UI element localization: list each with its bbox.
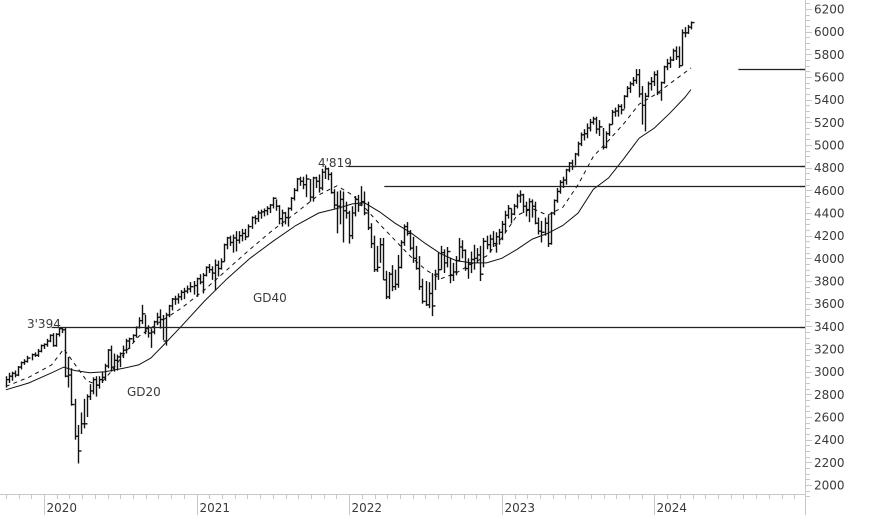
y-tick-label: 4800 bbox=[814, 161, 845, 175]
x-tick-label-2022: 2022 bbox=[352, 501, 383, 515]
y-tick-label: 5200 bbox=[814, 116, 845, 130]
y-tick-label: 2200 bbox=[814, 456, 845, 470]
y-axis: 6200 6000 5800 5600 5400 5200 5000 4800 4600 4400… bbox=[805, 0, 845, 515]
price-bar bbox=[479, 245, 484, 281]
price-bar bbox=[540, 220, 545, 243]
price-bar bbox=[376, 245, 381, 272]
y-tick-label: 4000 bbox=[814, 252, 845, 266]
y-tick-label: 3400 bbox=[814, 320, 845, 334]
price-bar bbox=[247, 224, 252, 237]
y-tick-label: 3600 bbox=[814, 297, 845, 311]
y-tick-label: 5000 bbox=[814, 139, 845, 153]
price-bar bbox=[690, 21, 695, 30]
x-tick-label-2023: 2023 bbox=[505, 501, 536, 515]
y-tick-label: 2600 bbox=[814, 411, 845, 425]
y-tick-label: 2000 bbox=[814, 479, 845, 493]
moving-average-lines bbox=[5, 67, 692, 391]
price-bar bbox=[656, 70, 661, 96]
x-tick-label-2021: 2021 bbox=[200, 501, 231, 515]
y-tick-label: 4200 bbox=[814, 229, 845, 243]
x-axis: 2020 2021 2022 2023 2024 bbox=[0, 494, 805, 515]
price-bars bbox=[5, 21, 695, 464]
y-tick-label: 2400 bbox=[814, 433, 845, 447]
y-tick-label: 5400 bbox=[814, 93, 845, 107]
level-label-3394: 3'394 bbox=[27, 317, 61, 331]
price-bar bbox=[189, 282, 194, 293]
price-bar bbox=[141, 304, 146, 325]
price-bar bbox=[598, 120, 603, 136]
horizontal-levels bbox=[51, 68, 805, 329]
price-bar bbox=[83, 398, 88, 429]
y-tick-label: 3200 bbox=[814, 343, 845, 357]
y-tick-label: 6200 bbox=[814, 3, 845, 17]
price-bar bbox=[77, 424, 82, 464]
y-tick-label: 4600 bbox=[814, 184, 845, 198]
x-tick-label-2024: 2024 bbox=[657, 501, 688, 515]
y-tick-label: 4400 bbox=[814, 207, 845, 221]
price-bar bbox=[644, 92, 649, 132]
x-tick-label-2020: 2020 bbox=[47, 501, 78, 515]
level-label-4819: 4'819 bbox=[318, 156, 352, 170]
y-tick-label: 5800 bbox=[814, 48, 845, 62]
price-bar bbox=[26, 355, 31, 363]
price-bar bbox=[305, 174, 310, 198]
price-bar bbox=[431, 273, 436, 317]
y-tick-label: 6000 bbox=[814, 25, 845, 39]
price-bar bbox=[608, 123, 613, 136]
gd40-line bbox=[5, 89, 692, 391]
gd20-line bbox=[5, 67, 692, 387]
price-bar bbox=[550, 211, 555, 245]
y-tick-label: 2800 bbox=[814, 388, 845, 402]
y-tick-label: 3000 bbox=[814, 365, 845, 379]
gd20-label: GD20 bbox=[127, 385, 161, 399]
y-tick-label: 5600 bbox=[814, 71, 845, 85]
y-tick-label: 3800 bbox=[814, 275, 845, 289]
price-bar bbox=[620, 104, 625, 115]
gd40-label: GD40 bbox=[253, 291, 287, 305]
price-bar bbox=[70, 368, 75, 406]
price-bar bbox=[421, 278, 426, 304]
price-bar bbox=[272, 197, 277, 209]
price-bar bbox=[660, 81, 665, 101]
